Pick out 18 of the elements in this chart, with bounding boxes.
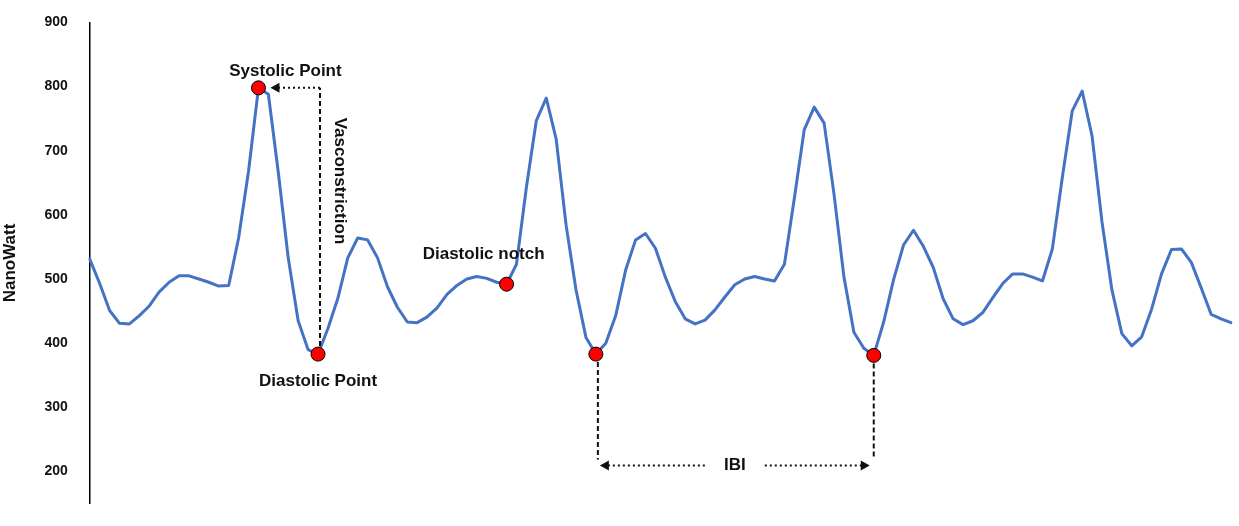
annotation: IBI (723, 455, 746, 475)
y-axis-title: NanoWatt (0, 223, 19, 303)
point (499, 276, 515, 292)
y-tick-label: 300 (44, 398, 68, 415)
y-tick-label: 500 (44, 269, 68, 286)
y-tick-label: 200 (44, 462, 68, 479)
y-tick-label: 400 (44, 334, 68, 351)
y-tick-label: 900 (44, 13, 68, 30)
annotation: Diastolic Point (258, 370, 378, 390)
annotation: Vasconstriction (331, 117, 351, 245)
y-tick-label: 600 (44, 205, 68, 222)
point (588, 346, 604, 362)
y-tick-label: 800 (44, 77, 68, 94)
annotation: Systolic Point (229, 60, 342, 80)
point (866, 347, 882, 363)
point (310, 346, 326, 362)
y-tick-label: 700 (44, 141, 68, 158)
point (250, 80, 266, 96)
